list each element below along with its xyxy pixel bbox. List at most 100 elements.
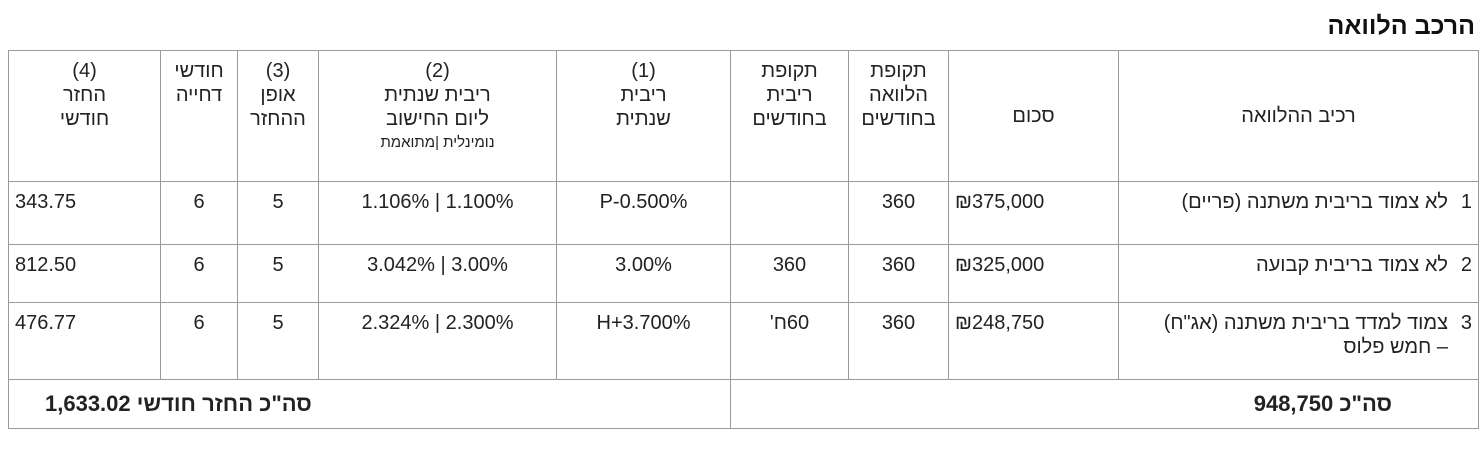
repayment-method: 5 (272, 312, 284, 334)
table-foot: סה"כ 948,750 סה"כ החזר חודשי 1,633.02 (8, 379, 1479, 429)
header-line: בחודשים (752, 108, 827, 130)
header-line: חודשי (59, 108, 110, 130)
repayment-method-cell: 5 (237, 181, 319, 245)
deferral-months: 6 (193, 254, 205, 276)
column-header: תקופת ריבית בחודשים (730, 50, 849, 182)
annual-rate: P-0.500% (599, 191, 688, 213)
amount: ₪375,000 (955, 191, 1045, 213)
header-line: ריבית (620, 84, 667, 106)
deferral-months-cell: 6 (160, 181, 238, 245)
calc-rate-cell: 2.324% | 2.300% (318, 302, 557, 380)
monthly-total-label: סה"כ החזר חודשי (136, 391, 312, 416)
loan-period: 360 (881, 312, 916, 334)
repayment-method: 5 (272, 254, 284, 276)
header-line: (4) (72, 60, 97, 82)
header-line: ריבית (766, 84, 813, 106)
loan-period-cell: 360 (848, 302, 949, 380)
footer-row: סה"כ 948,750 סה"כ החזר חודשי 1,633.02 (8, 379, 1479, 429)
component-cell: 3 צמוד למדד בריבית משתנה (אג"ח) – חמש פלו… (1118, 302, 1479, 380)
row-number: 3 (1460, 312, 1472, 334)
monthly-repayment: 343.75 (15, 191, 77, 213)
table-row: 1 לא צמוד בריבית משתנה (פריים) ₪375,000 360… (8, 181, 1479, 245)
monthly-repayment-cell: 812.50 (8, 244, 161, 303)
amount-cell: ₪248,750 (948, 302, 1119, 380)
header-line: ריבית שנתית (384, 84, 491, 106)
amount: ₪325,000 (955, 254, 1045, 276)
column-header: תקופת הלוואה בחודשים (848, 50, 949, 182)
repayment-method-cell: 5 (237, 302, 319, 380)
total-value: 948,750 (1253, 391, 1334, 416)
loan-period: 360 (881, 254, 916, 276)
deferral-months: 6 (193, 312, 205, 334)
interest-period: 60ח' (769, 312, 810, 334)
monthly-repayment-cell: 476.77 (8, 302, 161, 380)
calc-rate: 2.324% | 2.300% (361, 312, 514, 334)
header-line: בחודשים (861, 108, 936, 130)
column-header: (4) החזר חודשי (8, 50, 161, 182)
total-cell: סה"כ 948,750 (730, 379, 1479, 429)
column-header: (3) אופן ההחזר (237, 50, 319, 182)
column-header: סכום (948, 50, 1119, 182)
header-line: החזר (63, 84, 106, 106)
calc-rate-cell: 3.042% | 3.00% (318, 244, 557, 303)
header-line: תקופת (761, 60, 818, 82)
annual-rate: H+3.700% (596, 312, 691, 334)
annual-rate-cell: 3.00% (556, 244, 731, 303)
monthly-repayment: 812.50 (15, 254, 77, 276)
header-row: רכיב ההלוואה סכום תקופת הלוואה בחודשים תקופת ר… (8, 50, 1479, 182)
deferral-months-cell: 6 (160, 302, 238, 380)
total-label: סה"כ (1339, 391, 1392, 416)
table-row: 3 צמוד למדד בריבית משתנה (אג"ח) – חמש פלו… (8, 302, 1479, 380)
interest-period-cell (730, 181, 849, 245)
loan-period: 360 (881, 191, 916, 213)
component-cell: 1 לא צמוד בריבית משתנה (פריים) (1118, 181, 1479, 245)
component-label: לא צמוד בריבית משתנה (פריים) (1181, 191, 1449, 213)
header-line: ליום החישוב (386, 108, 489, 130)
header-line: רכיב ההלוואה (1241, 105, 1356, 127)
column-header: חודשי דחייה (160, 50, 238, 182)
amount-cell: ₪325,000 (948, 244, 1119, 303)
deferral-months-cell: 6 (160, 244, 238, 303)
calc-rate: 3.042% | 3.00% (367, 254, 508, 276)
interest-period: 360 (772, 254, 807, 276)
header-line: ההחזר (250, 108, 306, 130)
section-title: הרכב הלוואה (1327, 12, 1475, 40)
column-header: (2) ריבית שנתית ליום החישוב נומינלית |מתואמ… (318, 50, 557, 182)
header-line: תקופת (870, 60, 927, 82)
row-number: 1 (1460, 191, 1472, 213)
component-cell: 2 לא צמוד בריבית קבועה (1118, 244, 1479, 303)
row-number: 2 (1460, 254, 1472, 276)
repayment-method-cell: 5 (237, 244, 319, 303)
annual-rate-cell: P-0.500% (556, 181, 731, 245)
header-line: נומינלית |מתואמת (380, 134, 495, 151)
header-line: סכום (1012, 105, 1055, 127)
header-line: הלוואה (869, 84, 928, 106)
calc-rate-cell: 1.106% | 1.100% (318, 181, 557, 245)
header-line: דחייה (175, 84, 223, 106)
calc-rate: 1.106% | 1.100% (361, 191, 514, 213)
table-row: 2 לא צמוד בריבית קבועה ₪325,000 360 360 3.00%… (8, 244, 1479, 303)
annual-rate: 3.00% (615, 254, 672, 276)
column-header: רכיב ההלוואה (1118, 50, 1479, 182)
interest-period-cell: 360 (730, 244, 849, 303)
deferral-months: 6 (193, 191, 205, 213)
interest-period-cell: 60ח' (730, 302, 849, 380)
loan-table: רכיב ההלוואה סכום תקופת הלוואה בחודשים תקופת ר… (8, 50, 1479, 429)
component-label: צמוד למדד בריבית משתנה (אג"ח) – חמש פלוס (1163, 312, 1448, 358)
table-body: 1לא צמוד בריבית משתנה (פריים) ₪375,000 360… (8, 181, 1479, 380)
column-header: (1) ריבית שנתית (556, 50, 731, 182)
loan-period-cell: 360 (848, 181, 949, 245)
repayment-method: 5 (272, 191, 284, 213)
header-line: (3) (265, 60, 291, 82)
header-line: (1) (631, 60, 656, 82)
monthly-repayment: 476.77 (15, 312, 77, 334)
amount-cell: ₪375,000 (948, 181, 1119, 245)
monthly-repayment-cell: 343.75 (8, 181, 161, 245)
table-head: רכיב ההלוואה סכום תקופת הלוואה בחודשים תקופת ר… (8, 50, 1479, 182)
header-line: אופן (260, 84, 296, 106)
header-line: (2) (425, 60, 450, 82)
header-line: חודשי (174, 60, 224, 82)
header-line: שנתית (616, 108, 671, 130)
